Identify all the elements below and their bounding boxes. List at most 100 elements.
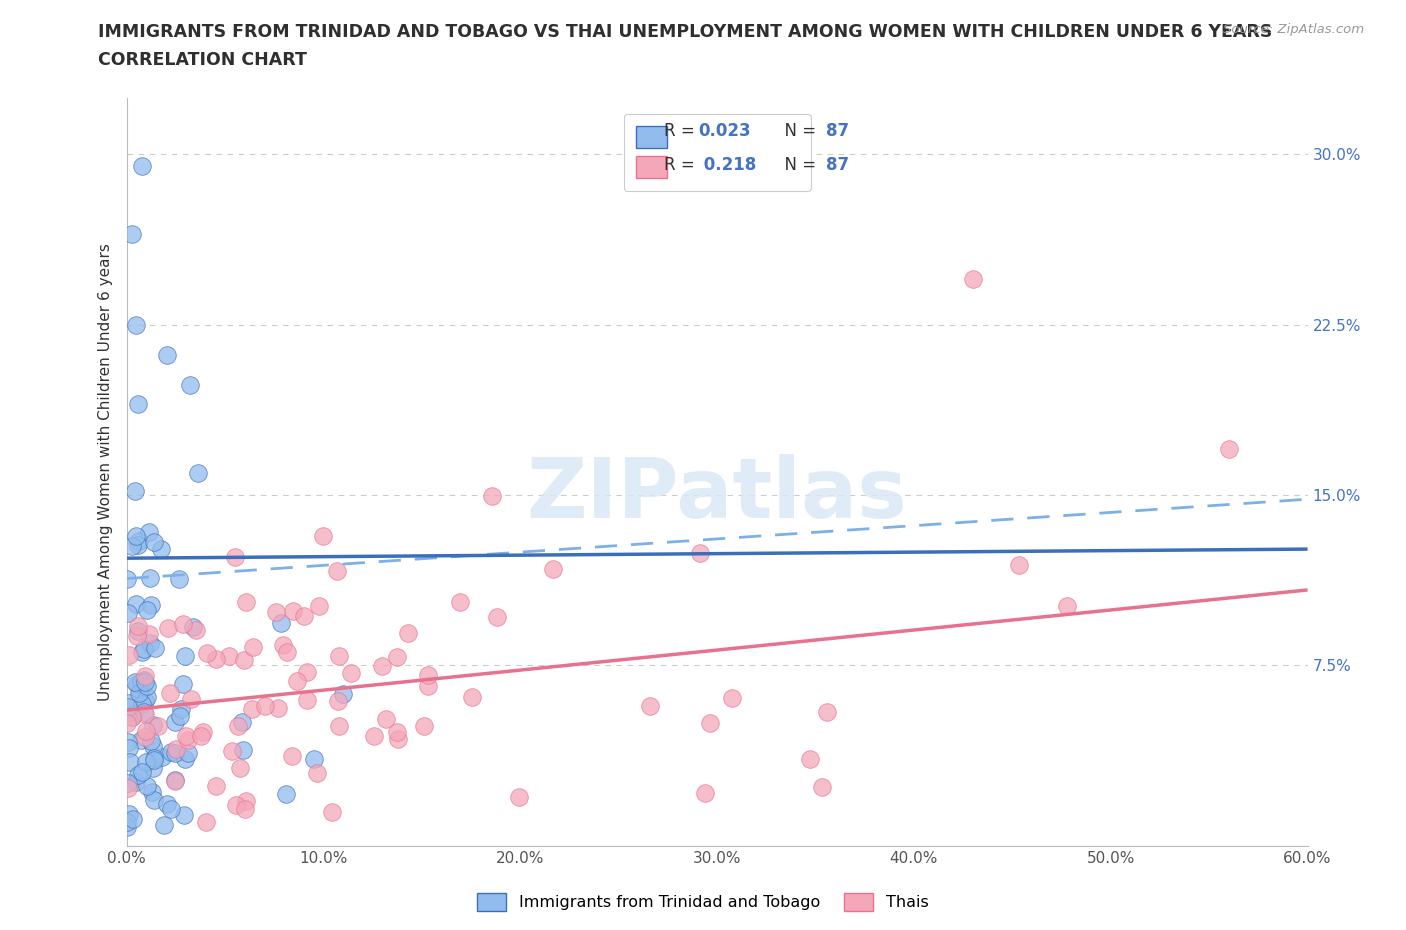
Point [129,684,152,699]
Point [142,761,165,776]
Point [481,488,503,503]
Point [125,528,148,543]
Point [120,754,142,769]
Point [174,728,197,743]
Point [117,699,139,714]
Text: 0.023: 0.023 [699,123,751,140]
Point [226,719,249,734]
Text: 87: 87 [825,123,849,140]
Point [172,677,194,692]
Point [370,658,392,673]
Point [165,741,187,756]
Point [146,718,169,733]
Point [135,689,157,704]
Point [128,685,150,700]
Point [135,603,157,618]
Point [224,550,246,565]
Point [132,642,155,657]
Point [326,564,349,578]
Point [173,807,195,822]
Y-axis label: Unemployment Among Women with Children Under 6 years: Unemployment Among Women with Children U… [98,243,114,701]
Point [125,597,148,612]
Point [117,776,139,790]
Point [165,714,187,729]
Point [157,620,180,635]
Point [138,525,160,539]
Point [274,787,297,802]
Point [328,648,350,663]
Text: CORRELATION CHART: CORRELATION CHART [98,51,308,69]
Point [205,652,228,667]
Point [115,715,138,730]
Point [153,817,176,832]
Point [640,698,662,713]
Point [276,644,298,659]
Point [117,605,139,620]
Point [127,538,149,552]
Point [115,815,138,830]
Point [143,641,166,656]
Point [228,761,250,776]
Point [326,694,349,709]
Point [179,378,201,392]
Point [163,745,186,760]
Point [172,617,194,631]
Point [233,652,256,667]
Point [122,707,145,722]
Point [815,704,838,719]
Point [235,595,257,610]
Point [340,666,363,681]
Point [302,751,325,766]
Point [121,226,143,241]
Point [810,780,832,795]
Point [165,774,187,789]
Point [128,534,150,549]
Point [129,675,152,690]
Point [264,604,287,619]
Point [485,609,508,624]
Point [117,781,139,796]
Point [176,746,198,761]
Point [139,570,162,585]
Text: Source: ZipAtlas.com: Source: ZipAtlas.com [1223,23,1364,36]
Point [127,396,149,411]
Text: N =: N = [773,156,821,174]
Text: IMMIGRANTS FROM TRINIDAD AND TOBAGO VS THAI UNEMPLOYMENT AMONG WOMEN WITH CHILDR: IMMIGRANTS FROM TRINIDAD AND TOBAGO VS T… [98,23,1272,41]
Text: N =: N = [773,123,821,140]
Point [412,719,434,734]
Point [461,690,484,705]
Point [195,646,218,661]
Point [156,796,179,811]
Text: 87: 87 [825,156,849,174]
Point [233,802,256,817]
Text: R =: R = [664,123,700,140]
Text: ZIPatlas: ZIPatlas [527,454,907,535]
Point [181,619,204,634]
Point [139,598,162,613]
Point [121,812,143,827]
Point [115,572,138,587]
Point [131,764,153,779]
Point [283,604,305,618]
Point [187,466,209,481]
Point [160,802,183,817]
Point [281,749,304,764]
Point [205,778,228,793]
Point [799,751,821,766]
Point [167,571,190,586]
Point [142,751,165,765]
Text: 0.218: 0.218 [699,156,756,174]
Point [132,673,155,688]
Text: R =: R = [664,156,700,174]
Point [240,702,263,717]
Point [253,698,276,713]
Point [285,673,308,688]
Point [125,677,148,692]
Point [159,685,181,700]
Point [1218,442,1240,457]
Point [270,616,292,631]
Point [180,692,202,707]
Point [135,724,157,738]
Point [699,715,721,730]
Point [218,649,240,664]
